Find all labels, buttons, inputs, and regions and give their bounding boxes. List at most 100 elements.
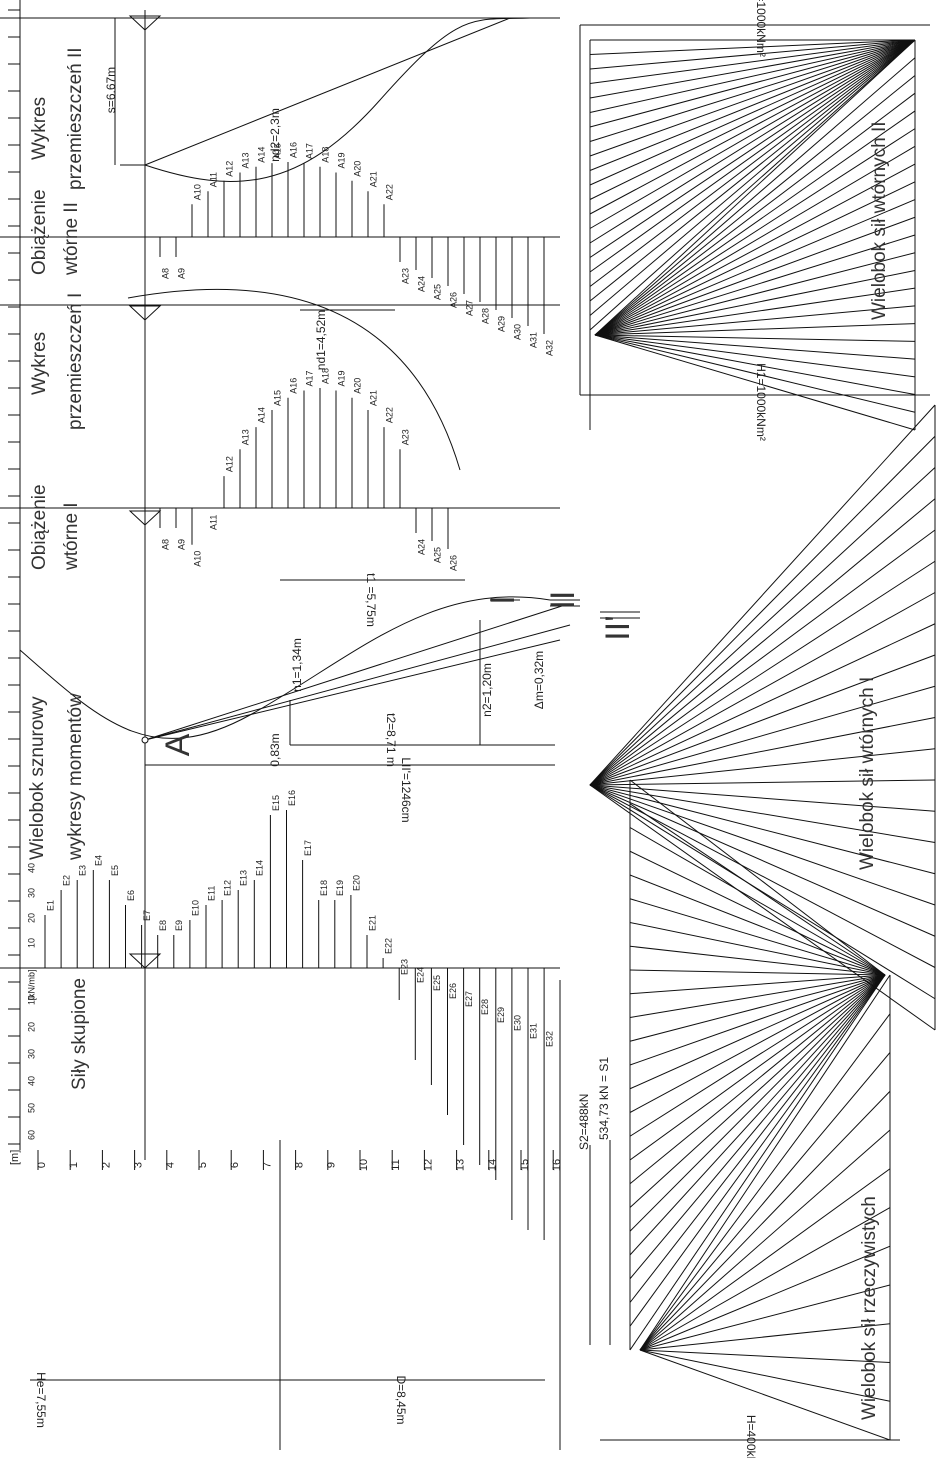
line-label: II	[544, 591, 582, 610]
secondary-label: A27	[464, 300, 474, 316]
tick-label: 10	[26, 938, 36, 948]
secondary-label: A8	[160, 268, 170, 279]
tick-label: 11	[390, 1159, 402, 1170]
secondary-label: A26	[448, 292, 458, 308]
load-label: E10	[190, 900, 200, 916]
secondary-label: A17	[304, 143, 314, 159]
secondary-label: A15	[272, 390, 282, 406]
polygon-ray	[630, 851, 885, 975]
polygon-ray	[640, 1350, 890, 1401]
secondary-label: A19	[336, 370, 346, 386]
polygon-ray	[630, 804, 885, 975]
load-label: E15	[271, 795, 281, 811]
secondary-label: A32	[544, 340, 554, 356]
tick-label: 0	[36, 1162, 48, 1168]
secondary-label: A25	[432, 284, 442, 300]
load-label: E23	[400, 959, 410, 975]
polygon-ray	[595, 129, 915, 335]
polygon-ray	[590, 436, 935, 785]
polygon-ray	[640, 1246, 890, 1350]
dimension: S2=488kN	[577, 1094, 591, 1150]
polygon-title: Wielobok sił rzeczywistych	[859, 1196, 880, 1420]
axis-unit: [m]	[9, 1150, 21, 1165]
dimension: nd2=2,3m	[268, 108, 282, 162]
load-label: E21	[367, 915, 377, 931]
secondary-label: A20	[352, 161, 362, 177]
drawing: Siły skupioneWielobok sznurowywykresy mo…	[0, 0, 946, 1458]
secondary-label: A14	[256, 407, 266, 423]
load-label: E31	[528, 1023, 538, 1039]
load-label: E27	[464, 991, 474, 1007]
dimension: 0,83m	[268, 733, 282, 766]
drawing-line	[145, 18, 510, 165]
polygon-ray	[630, 975, 885, 1231]
load-label: E32	[544, 1031, 554, 1047]
polygon-ray	[630, 875, 885, 975]
load-label: E12	[222, 880, 232, 896]
load-label: E13	[239, 870, 249, 886]
polygon-ray	[595, 93, 915, 335]
polygon-ray	[640, 1208, 890, 1351]
dimension: LII'=1246cm	[399, 757, 413, 822]
secondary-label: A23	[400, 429, 410, 445]
drawing-line	[145, 640, 560, 740]
polygon-ray	[590, 40, 915, 55]
drawing-line	[145, 625, 570, 740]
secondary-label: A12	[224, 161, 234, 177]
tick-label: 30	[26, 888, 36, 898]
polygon-ray	[630, 828, 885, 976]
section-title: Wykres	[29, 97, 50, 160]
polygon-ray	[590, 530, 935, 785]
tick-label: 5	[197, 1162, 209, 1168]
load-label: E11	[206, 886, 216, 901]
load-label: E3	[78, 865, 88, 876]
polygon-ray	[640, 1324, 890, 1350]
load-label: E9	[174, 920, 184, 931]
polygon-ray	[630, 975, 885, 994]
polygon-ray	[640, 1350, 890, 1363]
load-label: E14	[255, 860, 265, 876]
dimension: D=8,45m	[394, 1375, 408, 1424]
polygon-ray	[590, 40, 915, 301]
secondary-label: A30	[512, 324, 522, 340]
tick-label: 12	[422, 1159, 434, 1171]
tick-label: 50	[26, 1103, 36, 1113]
polygon-title: Wielobok sił wtórnych I	[857, 677, 878, 870]
secondary-label: A29	[496, 316, 506, 332]
secondary-label: A24	[416, 539, 426, 555]
tick-label: 7	[261, 1162, 273, 1168]
load-label: E4	[94, 855, 104, 866]
dimension: H=400kN	[744, 1415, 758, 1458]
drawing-line	[142, 737, 148, 743]
section-title: wtórne II	[61, 202, 82, 276]
secondary-label: A24	[416, 276, 426, 292]
secondary-label: A17	[304, 370, 314, 386]
line-label: I	[484, 595, 522, 604]
secondary-label: A10	[192, 184, 202, 200]
polygon-ray	[590, 624, 935, 785]
secondary-label: A19	[336, 153, 346, 169]
dimension: H2=1000kNm²	[754, 0, 768, 57]
secondary-label: A21	[368, 171, 378, 187]
polygon-ray	[595, 146, 915, 335]
dimension: He=7,55m	[34, 1372, 48, 1428]
section-title: Siły skupione	[69, 978, 90, 1090]
load-label: E2	[61, 875, 71, 886]
load-label: E1	[45, 900, 55, 911]
polygon-ray	[590, 40, 915, 156]
secondary-label: A12	[224, 456, 234, 472]
tick-label: 10	[26, 995, 36, 1005]
polygon-ray	[630, 975, 885, 1326]
load-label: E20	[351, 875, 361, 891]
secondary-label: A31	[528, 332, 538, 348]
polygon-ray	[590, 40, 915, 142]
tick-label: 16	[551, 1159, 563, 1171]
secondary-label: A9	[176, 539, 186, 550]
polygon-ray	[595, 40, 915, 335]
dimension: n2=1,20m	[480, 663, 494, 717]
tick-label: 3	[133, 1162, 145, 1168]
polygon-ray	[595, 111, 915, 335]
load-label: E18	[319, 880, 329, 896]
polygon-ray	[590, 686, 935, 785]
polygon-ray	[590, 780, 935, 785]
